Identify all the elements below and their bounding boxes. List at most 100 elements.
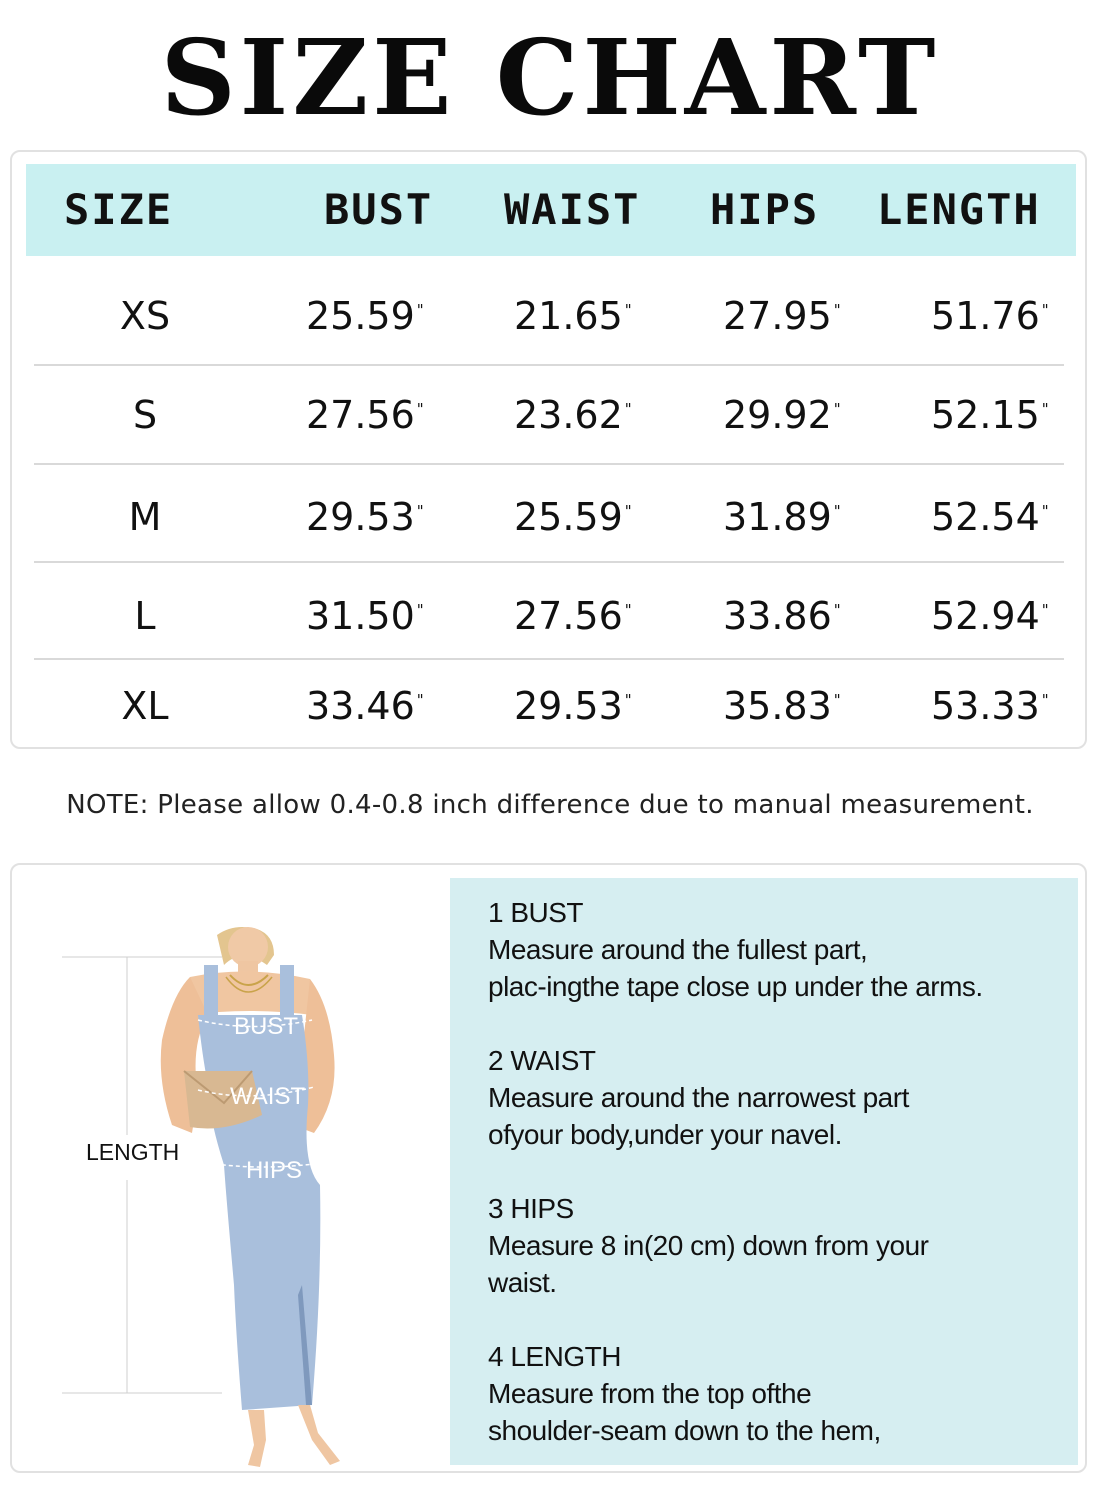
instruction-title: 2 WAIST [488,1045,596,1076]
size-cell: XL [100,684,190,728]
size-value: XS [119,294,171,338]
length-value: 51.76 [931,294,1040,338]
instruction-line: Measure around the narrowest part [488,1082,909,1113]
hips-cell: 29.92 " [723,393,842,437]
bust-cell: 27.56 " [306,393,425,437]
instruction-line: Measure from the top ofthe [488,1378,812,1409]
inch-mark: " [833,601,842,619]
header-size: SIZE [64,185,174,234]
size-cell: XS [100,294,190,338]
waist-value: 27.56 [514,594,623,638]
length-value: 52.54 [931,495,1040,539]
bust-value: 31.50 [306,594,415,638]
bust-value: 27.56 [306,393,415,437]
size-value: M [128,495,162,539]
instruction-title: 3 HIPS [488,1193,574,1224]
inch-mark: " [416,691,425,709]
waist-value: 25.59 [514,495,623,539]
inch-mark: " [1041,502,1050,520]
row-divider [34,561,1064,563]
inch-mark: " [1041,301,1050,319]
instruction-bust: 1 BUST Measure around the fullest part, … [488,894,1068,1005]
length-label: LENGTH [86,1139,180,1165]
inch-mark: " [416,502,425,520]
right-leg [298,1405,340,1465]
waist-cell: 27.56 " [514,594,633,638]
hips-cell: 33.86 " [723,594,842,638]
size-value: L [134,594,156,638]
inch-mark: " [416,601,425,619]
instruction-title: 1 BUST [488,897,584,928]
right-strap [280,965,294,1017]
hips-label: HIPS [246,1157,303,1184]
header-waist: WAIST [504,185,641,234]
inch-mark: " [833,400,842,418]
bust-cell: 29.53 " [306,495,425,539]
inch-mark: " [624,400,633,418]
size-value: S [132,393,158,437]
model-illustration [62,927,340,1467]
dress-figure: BUST WAIST HIPS LENGTH [12,865,450,1471]
measurement-note: NOTE: Please allow 0.4-0.8 inch differen… [66,790,1034,820]
inch-mark: " [624,301,633,319]
size-cell: S [100,393,190,437]
header-bust: BUST [324,185,434,234]
hips-value: 31.89 [723,495,832,539]
size-table: SIZE BUST WAIST HIPS LENGTH XS 25.59 " 21.6… [10,150,1087,749]
waist-value: 29.53 [514,684,623,728]
inch-mark: " [624,691,633,709]
hips-value: 33.86 [723,594,832,638]
length-value: 52.15 [931,393,1040,437]
waist-value: 21.65 [514,294,623,338]
bust-cell: 33.46 " [306,684,425,728]
inch-mark: " [416,400,425,418]
length-cell: 52.15 " [931,393,1050,437]
instruction-line: Measure 8 in(20 cm) down from your [488,1230,929,1261]
necklace [229,974,269,986]
row-divider [34,463,1064,465]
waist-cell: 29.53 " [514,684,633,728]
header-hips: HIPS [710,185,820,234]
instruction-hips: 3 HIPS Measure 8 in(20 cm) down from you… [488,1190,1068,1301]
hips-cell: 35.83 " [723,684,842,728]
length-cell: 52.94 " [931,594,1050,638]
instructions-panel: 1 BUST Measure around the fullest part, … [450,878,1078,1465]
size-value: XL [121,684,169,728]
length-cell: 53.33 " [931,684,1050,728]
row-divider [34,658,1064,660]
hips-value: 27.95 [723,294,832,338]
left-leg [248,1410,266,1467]
inch-mark: " [624,502,633,520]
instruction-title: 4 LENGTH [488,1341,621,1372]
inch-mark: " [416,301,425,319]
inch-mark: " [1041,691,1050,709]
length-cell: 52.54 " [931,495,1050,539]
hips-cell: 31.89 " [723,495,842,539]
length-cell: 51.76 " [931,294,1050,338]
instruction-waist: 2 WAIST Measure around the narrowest par… [488,1042,1068,1153]
hips-value: 29.92 [723,393,832,437]
length-value: 52.94 [931,594,1040,638]
waist-cell: 23.62 " [514,393,633,437]
bust-cell: 25.59 " [306,294,425,338]
bust-value: 33.46 [306,684,415,728]
length-value: 53.33 [931,684,1040,728]
waist-label: WAIST [230,1083,306,1110]
hips-line [207,1162,323,1168]
instruction-line: ofyour body,under your navel. [488,1119,842,1150]
instruction-line: waist. [488,1267,557,1298]
measure-guide: BUST WAIST HIPS LENGTH 1 BUST Measure ar… [10,863,1087,1473]
face [228,927,268,967]
hips-value: 35.83 [723,684,832,728]
bust-value: 29.53 [306,495,415,539]
bust-value: 25.59 [306,294,415,338]
inch-mark: " [624,601,633,619]
size-cell: M [100,495,190,539]
inch-mark: " [833,691,842,709]
inch-mark: " [1041,400,1050,418]
header-length: LENGTH [877,185,1041,234]
inch-mark: " [833,502,842,520]
size-cell: L [100,594,190,638]
bust-label: BUST [234,1013,299,1040]
instruction-line: Measure around the fullest part, [488,934,868,965]
